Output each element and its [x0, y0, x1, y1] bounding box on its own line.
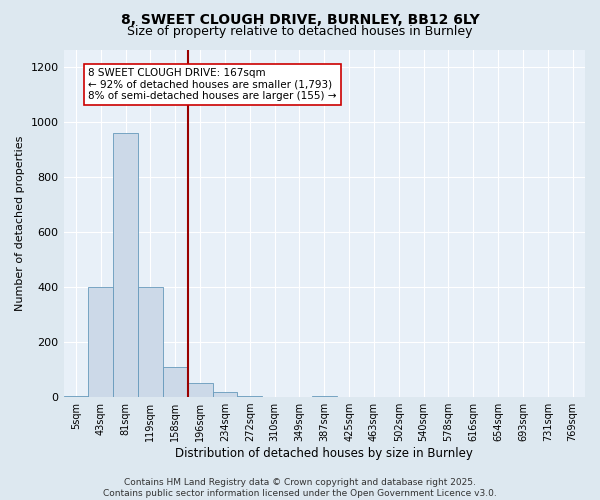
Y-axis label: Number of detached properties: Number of detached properties — [15, 136, 25, 311]
Bar — [212, 392, 238, 397]
Bar — [64, 396, 88, 397]
Text: Contains HM Land Registry data © Crown copyright and database right 2025.
Contai: Contains HM Land Registry data © Crown c… — [103, 478, 497, 498]
Bar — [163, 367, 188, 397]
Text: Size of property relative to detached houses in Burnley: Size of property relative to detached ho… — [127, 25, 473, 38]
Bar — [88, 287, 113, 397]
Text: 8, SWEET CLOUGH DRIVE, BURNLEY, BB12 6LY: 8, SWEET CLOUGH DRIVE, BURNLEY, BB12 6LY — [121, 12, 479, 26]
Bar — [188, 384, 212, 397]
Bar — [138, 287, 163, 397]
Bar — [238, 396, 262, 397]
Bar — [312, 396, 337, 397]
Text: 8 SWEET CLOUGH DRIVE: 167sqm
← 92% of detached houses are smaller (1,793)
8% of : 8 SWEET CLOUGH DRIVE: 167sqm ← 92% of de… — [88, 68, 337, 101]
Bar — [113, 132, 138, 397]
X-axis label: Distribution of detached houses by size in Burnley: Distribution of detached houses by size … — [175, 447, 473, 460]
